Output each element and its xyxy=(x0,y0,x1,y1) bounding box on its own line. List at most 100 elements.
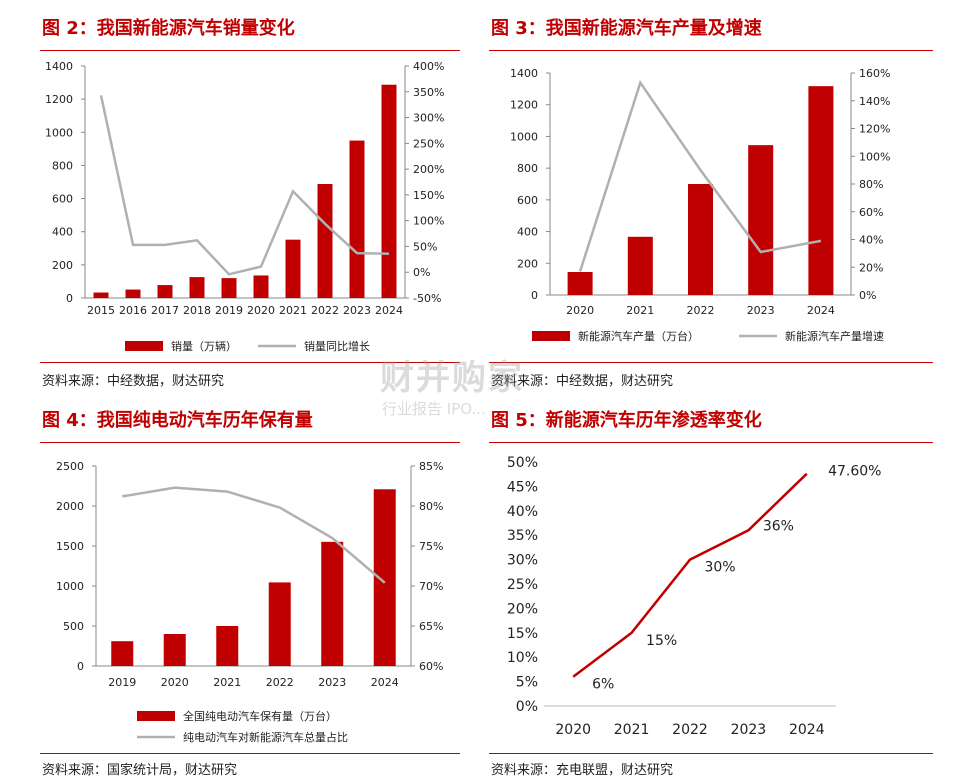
fig2-title-rule xyxy=(40,50,460,51)
fig3-right-tick-label: 140% xyxy=(859,95,890,108)
fig2-right-tick-label: 200% xyxy=(413,163,444,176)
fig2-legend-label: 销量（万辆） xyxy=(171,339,237,353)
fig5-y-tick-label: 50% xyxy=(507,455,538,471)
fig2-legend-label: 销量同比增长 xyxy=(304,339,370,353)
fig4-right-tick-label: 65% xyxy=(419,620,443,633)
fig2-right-tick-label: 0% xyxy=(413,266,430,279)
fig2-right-tick-label: 250% xyxy=(413,137,444,150)
fig5-x-tick-label: 2022 xyxy=(672,722,708,738)
fig3-right-tick-label: 160% xyxy=(859,67,890,80)
fig2-left-tick-label: 1200 xyxy=(45,93,73,106)
fig4-left-tick-label: 1500 xyxy=(56,540,84,553)
fig2-x-tick-label: 2018 xyxy=(183,304,211,317)
fig2-chart: 0 200 400 600 800 1000 1200 1400 -50% 0% 50% 100% 15… xyxy=(45,60,444,353)
fig3-legend-bar-swatch xyxy=(532,331,570,341)
fig3-right-tick-label: 100% xyxy=(859,150,890,163)
fig5-y-tick-label: 15% xyxy=(507,626,538,642)
fig2-legend-bar-swatch xyxy=(125,341,163,351)
fig2-title: 图 2：我国新能源汽车销量变化 xyxy=(42,18,295,39)
fig4-left-tick-label: 2000 xyxy=(56,500,84,513)
fig3-right-tick-label: 80% xyxy=(859,178,883,191)
fig2-x-tick-label: 2022 xyxy=(311,304,339,317)
fig2-x-tick-label: 2023 xyxy=(343,304,371,317)
fig4-left-tick-label: 2500 xyxy=(56,460,84,473)
fig5-y-tick-label: 5% xyxy=(516,675,538,691)
watermark: 财并购家 行业报告 IPO... xyxy=(370,350,590,430)
fig4-x-tick-label: 2024 xyxy=(371,676,399,689)
fig4-source: 资料来源：国家统计局，财达研究 xyxy=(42,763,238,778)
fig5-data-label: 36% xyxy=(763,518,794,534)
fig3-right-tick-label: 0% xyxy=(859,289,876,302)
fig3-x-tick-label: 2024 xyxy=(807,304,835,317)
fig2-x-tick-label: 2016 xyxy=(119,304,147,317)
fig2-left-tick-label: 1400 xyxy=(45,60,73,73)
fig4-chart: 0 500 1000 1500 2000 2500 60% 65% 70% 75% 80% 85% 20… xyxy=(56,460,443,744)
fig5-x-tick-label: 2020 xyxy=(555,722,591,738)
fig2-left-tick-label: 200 xyxy=(52,259,73,272)
fig2-left-tick-label: 1000 xyxy=(45,126,73,139)
fig3-right-tick-label: 20% xyxy=(859,261,883,274)
watermark-sub: 行业报告 IPO... xyxy=(382,400,486,418)
fig2-left-tick-label: 400 xyxy=(52,226,73,239)
fig2-bar xyxy=(285,239,301,298)
fig3-title-rule xyxy=(489,50,933,51)
fig3-left-tick-label: 1200 xyxy=(510,99,538,112)
fig4-bar xyxy=(111,641,134,666)
fig2-bar xyxy=(93,292,109,298)
fig5-y-tick-label: 30% xyxy=(507,553,538,569)
fig5-y-tick-label: 10% xyxy=(507,650,538,666)
fig4-x-tick-label: 2020 xyxy=(161,676,189,689)
fig3-left-tick-label: 800 xyxy=(517,162,538,175)
fig5-y-tick-label: 45% xyxy=(507,479,538,495)
fig2-right-tick-label: 400% xyxy=(413,60,444,73)
fig3-bar xyxy=(748,145,774,295)
fig4-right-tick-label: 70% xyxy=(419,580,443,593)
fig5-y-tick-label: 40% xyxy=(507,504,538,520)
fig3-legend-label: 新能源汽车产量（万台） xyxy=(578,329,699,343)
fig4-left-tick-label: 500 xyxy=(63,620,84,633)
fig4-bar xyxy=(163,634,186,666)
fig2-x-tick-label: 2020 xyxy=(247,304,275,317)
fig3-bar xyxy=(567,272,593,295)
fig3-left-tick-label: 0 xyxy=(531,289,538,302)
fig2-right-tick-label: -50% xyxy=(413,292,441,305)
fig2-x-tick-label: 2019 xyxy=(215,304,243,317)
fig2-bar xyxy=(317,183,333,298)
fig4-left-tick-label: 1000 xyxy=(56,580,84,593)
fig2-x-tick-label: 2017 xyxy=(151,304,179,317)
fig2-bar xyxy=(157,285,173,298)
fig4-bar xyxy=(216,626,239,666)
fig2-line-series xyxy=(99,95,390,276)
fig3-bar xyxy=(688,184,713,295)
fig4-legend-label: 全国纯电动汽车保有量（万台） xyxy=(183,709,337,723)
fig2-right-tick-label: 300% xyxy=(413,112,444,125)
fig4-right-tick-label: 80% xyxy=(419,500,443,513)
fig3-x-tick-label: 2021 xyxy=(626,304,654,317)
fig5-data-label: 6% xyxy=(592,677,614,693)
fig2-bar xyxy=(381,84,397,299)
fig3-x-tick-label: 2020 xyxy=(566,304,594,317)
fig2-right-tick-label: 150% xyxy=(413,189,444,202)
fig3-left-tick-label: 600 xyxy=(517,194,538,207)
fig5-x-tick-label: 2021 xyxy=(614,722,650,738)
fig2-source: 资料来源：中经数据，财达研究 xyxy=(42,374,225,389)
fig3-title: 图 3：我国新能源汽车产量及增速 xyxy=(491,18,762,39)
fig4-x-tick-label: 2021 xyxy=(213,676,241,689)
fig3-x-tick-label: 2023 xyxy=(747,304,775,317)
fig4-bar xyxy=(268,582,291,666)
watermark-main: 财并购家 xyxy=(380,358,524,398)
fig2-x-tick-label: 2021 xyxy=(279,304,307,317)
fig4-right-tick-label: 75% xyxy=(419,540,443,553)
fig4-left-tick-label: 0 xyxy=(77,660,84,673)
fig2-bar xyxy=(253,275,269,298)
fig4-bar xyxy=(321,541,344,666)
fig3-legend-label: 新能源汽车产量增速 xyxy=(785,329,884,343)
fig3-line-series xyxy=(578,79,822,272)
fig5-y-tick-label: 20% xyxy=(507,601,538,617)
fig2-bar xyxy=(189,277,205,298)
fig3-source: 资料来源：中经数据，财达研究 xyxy=(491,374,674,389)
fig5-source: 资料来源：充电联盟，财达研究 xyxy=(491,763,674,778)
fig4-right-tick-label: 85% xyxy=(419,460,443,473)
fig4-legend-label: 纯电动汽车对新能源汽车总量占比 xyxy=(183,730,348,744)
fig3-bar xyxy=(627,236,653,295)
